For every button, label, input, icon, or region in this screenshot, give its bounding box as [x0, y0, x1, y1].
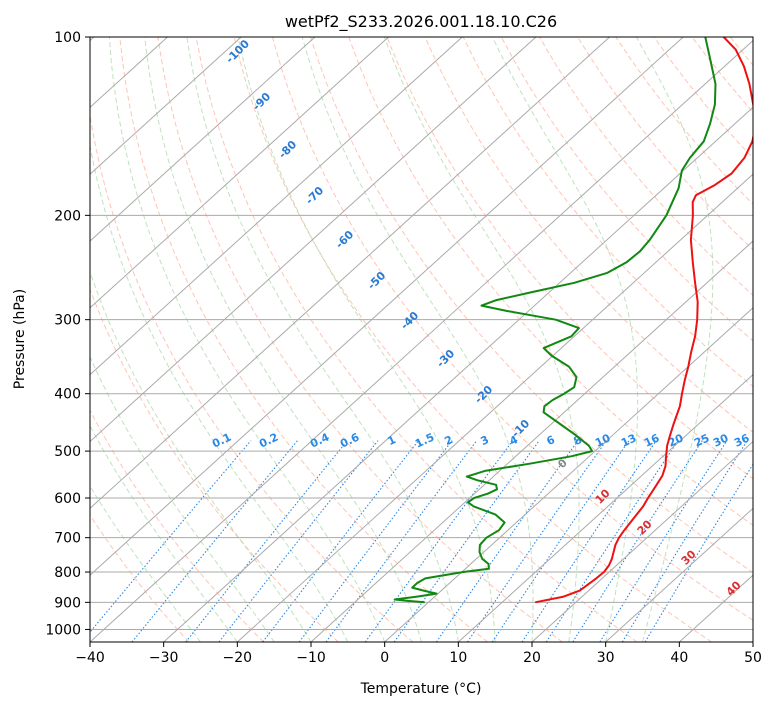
isotherm-line — [310, 240, 753, 642]
dry-adiabat-line — [424, 37, 753, 433]
mixing-ratio-line — [491, 440, 630, 642]
mixing-ratio-line — [298, 440, 453, 642]
mixing-ratio-line — [131, 440, 298, 642]
dry-adiabat-line — [119, 37, 488, 642]
x-tick-label: −40 — [75, 650, 105, 666]
dry-adiabat-line — [157, 37, 563, 642]
dewpoint-line — [393, 37, 717, 604]
isotherm-line — [90, 37, 463, 376]
mixing-ratio-line — [262, 440, 419, 642]
mixing-ratio-label: 36 — [732, 431, 752, 449]
mixing-ratio-label: 16 — [642, 431, 662, 449]
isotherm-line — [236, 173, 753, 642]
x-tick-label: 10 — [449, 650, 467, 666]
dry-adiabat-line — [500, 37, 753, 342]
moist-adiabat-line — [90, 485, 201, 642]
y-tick-label: 100 — [54, 30, 81, 46]
moist-adiabat-line — [90, 142, 349, 642]
moist-adiabat-line — [492, 37, 639, 642]
y-tick-label: 900 — [54, 595, 81, 611]
y-tick-label: 500 — [54, 444, 81, 460]
isotherm-line — [90, 37, 242, 175]
temperature-line — [535, 37, 753, 604]
x-tick-label: −30 — [149, 650, 179, 666]
x-tick-label: 30 — [597, 650, 615, 666]
mixing-ratio-line — [644, 463, 753, 642]
x-axis-label: Temperature (°C) — [360, 681, 482, 697]
isotherms — [90, 37, 753, 642]
x-tick-label: 40 — [670, 650, 688, 666]
mixing-ratio-label: 13 — [619, 431, 638, 449]
mixing-ratio-line — [218, 440, 379, 642]
y-tick-label: 400 — [54, 387, 81, 403]
x-tick-label: 20 — [523, 650, 541, 666]
x-tick-label: 50 — [744, 650, 762, 666]
y-tick-label: 1000 — [45, 622, 81, 638]
y-tick-label: 300 — [54, 313, 81, 329]
mixing-ratio-line — [621, 440, 748, 642]
isotherm-line — [163, 106, 753, 642]
y-tick-label: 600 — [54, 491, 81, 507]
y-axis-ticks: 100 200 300 400 500 600 700 800 900 1000 — [45, 30, 90, 638]
chart-title: wetPf2_S233.2026.001.18.10.C26 — [285, 12, 557, 32]
isotherm-line — [90, 37, 610, 510]
isotherm-line — [605, 507, 753, 642]
plot-frame — [89, 36, 754, 643]
isotherm-line — [90, 37, 389, 309]
dry-adiabat-line — [195, 37, 638, 642]
mixing-ratio-lines — [90, 440, 753, 642]
mixing-ratio-label: 30 — [711, 431, 731, 449]
isotherm-line — [457, 374, 753, 642]
moist-adiabat-line — [186, 37, 459, 642]
mixing-ratio-label: 25 — [692, 431, 711, 449]
x-axis-ticks: −40 −30 −20 −10 0 10 20 30 40 50 — [75, 642, 762, 666]
y-tick-label: 800 — [54, 565, 81, 581]
profile-series — [393, 37, 753, 604]
y-axis-label: Pressure (hPa) — [12, 289, 28, 389]
isotherm-line — [90, 37, 684, 576]
x-tick-label: −20 — [223, 650, 253, 666]
y-tick-label: 700 — [54, 531, 81, 547]
dry-adiabat-line — [271, 37, 753, 621]
dry-adiabat-line — [90, 409, 264, 642]
dry-adiabat-line — [310, 37, 753, 574]
isotherm-line — [90, 39, 753, 642]
mixing-ratio-line — [521, 440, 657, 642]
mixing-ratio-label: 10 — [593, 431, 613, 449]
isotherm-line — [384, 307, 753, 642]
moist-adiabat-line — [237, 37, 496, 642]
mixing-ratio-line — [572, 440, 703, 642]
moist-adiabat-line — [108, 37, 386, 642]
moist-adiabat-line — [90, 355, 275, 642]
moist-adiabat-line — [301, 37, 534, 642]
moist-adiabat-line — [383, 37, 580, 642]
mixing-ratio-line — [545, 440, 679, 642]
isotherm-line — [90, 37, 537, 443]
moist-adiabat-line — [90, 424, 238, 642]
isotherm-line — [531, 440, 753, 642]
mixing-ratio-line — [599, 440, 728, 642]
mixing-ratio-label: 20 — [666, 431, 686, 449]
x-tick-label: −10 — [296, 650, 326, 666]
x-tick-label: 0 — [380, 650, 389, 666]
moist-adiabat-line — [635, 37, 714, 642]
mixing-ratio-line — [325, 440, 478, 642]
mixing-ratio-line — [435, 440, 579, 642]
mixing-ratio-line — [90, 440, 252, 633]
isotherm-line — [90, 37, 316, 242]
mixing-ratio-line — [467, 440, 607, 642]
y-tick-label: 200 — [54, 208, 81, 224]
